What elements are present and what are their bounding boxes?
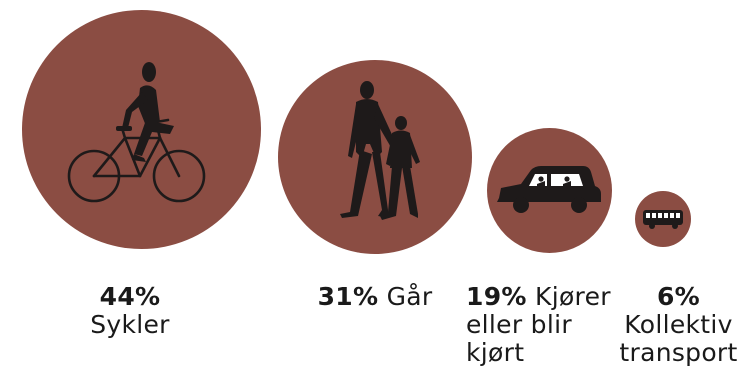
transit-percent: 6% [656,282,701,311]
walking-percent: 31% [317,282,379,311]
driving-text: Kjører eller blir kjørt [466,282,611,367]
driving-circle [487,128,612,253]
cycling-label: 44% Sykler [60,283,200,339]
car-icon [497,166,601,213]
walking-label: 31% Går [300,283,450,311]
walking-circle [278,60,472,254]
walking-text: Går [386,282,433,311]
driving-percent: 19% [466,282,527,311]
cycling-circle [22,10,261,249]
driving-label: 19% Kjører eller blir kjørt [466,283,616,367]
cycling-percent: 44% [99,282,161,311]
transit-text: Kollektiv transport [619,310,738,367]
transit-label: 6% Kollektiv transport [612,283,745,367]
bicycle-icon [67,62,206,203]
cycling-text: Sykler [90,310,170,339]
bus-icon [643,210,683,229]
pedestrians-icon [340,81,420,220]
transit-circle [635,191,691,247]
